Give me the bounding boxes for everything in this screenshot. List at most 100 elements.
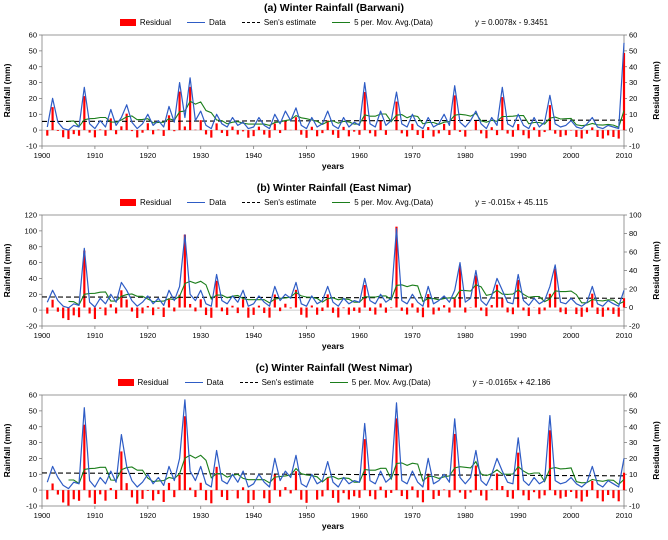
svg-text:100: 100 xyxy=(24,226,37,235)
svg-text:1960: 1960 xyxy=(351,151,368,160)
legend-item-movavg: 5 per. Mov. Avg.(Data) xyxy=(329,378,431,387)
svg-text:0: 0 xyxy=(33,126,37,135)
svg-text:0: 0 xyxy=(33,306,37,315)
svg-text:50: 50 xyxy=(29,46,37,55)
residual-bar-icon xyxy=(119,19,136,26)
svg-text:1920: 1920 xyxy=(139,151,156,160)
svg-text:Rainfall (mm): Rainfall (mm) xyxy=(2,243,12,297)
svg-text:1920: 1920 xyxy=(139,331,156,340)
svg-text:30: 30 xyxy=(29,438,37,447)
svg-text:50: 50 xyxy=(629,406,637,415)
trend-equation: y = -0.0165x + 42.186 xyxy=(472,378,551,387)
legend-label-residual: Residual xyxy=(140,198,172,207)
svg-text:1900: 1900 xyxy=(34,151,51,160)
svg-text:Rainfall (mm): Rainfall (mm) xyxy=(2,63,12,117)
svg-text:120: 120 xyxy=(24,211,37,220)
legend-label-movavg: 5 per. Mov. Avg.(Data) xyxy=(354,18,433,27)
svg-text:1910: 1910 xyxy=(87,511,104,520)
svg-text:Residual (mm): Residual (mm) xyxy=(651,61,661,120)
chart-title: (a) Winter Rainfall (Barwani) xyxy=(264,2,404,14)
svg-text:20: 20 xyxy=(629,454,637,463)
svg-text:2000: 2000 xyxy=(563,151,580,160)
legend-label-movavg: 5 per. Mov. Avg.(Data) xyxy=(354,198,434,207)
svg-text:1980: 1980 xyxy=(457,331,474,340)
chart-title: (c) Winter Rainfall (West Nimar) xyxy=(255,362,413,374)
svg-text:100: 100 xyxy=(629,211,642,220)
svg-text:10: 10 xyxy=(629,470,637,479)
legend-label-residual: Residual xyxy=(139,18,171,27)
sens-dashed-line-icon xyxy=(239,382,258,383)
svg-text:0: 0 xyxy=(33,486,37,495)
residual-bar-icon xyxy=(120,199,137,206)
svg-text:1910: 1910 xyxy=(87,151,104,160)
svg-text:2000: 2000 xyxy=(563,511,580,520)
svg-text:20: 20 xyxy=(29,290,37,299)
svg-text:1960: 1960 xyxy=(351,331,368,340)
svg-text:1970: 1970 xyxy=(404,511,421,520)
chart-section-east-nimar: (b) Winter Rainfall (East Nimar) Residua… xyxy=(0,180,668,360)
svg-text:20: 20 xyxy=(629,94,637,103)
legend-label-data: Data xyxy=(209,198,227,207)
svg-text:60: 60 xyxy=(629,31,637,40)
chart-plot-east-nimar: -20 0 20 40 60 80 100 120 -20 0 20 40 60 80 100 1900 191… xyxy=(2,211,661,351)
legend-item-residual: Residual xyxy=(120,198,171,207)
svg-text:10: 10 xyxy=(29,110,37,119)
svg-text:1960: 1960 xyxy=(351,511,368,520)
legend-label-sens: Sen's estimate xyxy=(261,378,314,387)
legend-item-sens: Sen's estimate xyxy=(242,198,316,207)
legend-item-residual: Residual xyxy=(119,18,171,27)
svg-text:1920: 1920 xyxy=(139,511,156,520)
svg-text:-20: -20 xyxy=(26,322,37,331)
svg-text:1970: 1970 xyxy=(404,331,421,340)
chart-legend: Residual Data Sen's estimate 5 per. Mov.… xyxy=(0,15,668,30)
legend-label-residual: Residual xyxy=(137,378,169,387)
svg-text:-10: -10 xyxy=(26,502,37,511)
movavg-line-icon xyxy=(332,202,351,203)
svg-text:20: 20 xyxy=(629,285,637,294)
chart-plot-barwani: -10 0 10 20 30 40 50 60 -10 0 10 20 30 40 50 60 1900 1910… xyxy=(2,31,661,171)
svg-text:1980: 1980 xyxy=(457,511,474,520)
chart-legend: Residual Data Sen's estimate 5 per. Mov.… xyxy=(0,375,668,390)
legend-label-sens: Sen's estimate xyxy=(263,18,317,27)
svg-text:2000: 2000 xyxy=(563,331,580,340)
svg-text:10: 10 xyxy=(629,110,637,119)
legend-item-residual: Residual xyxy=(117,378,169,387)
svg-text:1900: 1900 xyxy=(34,331,51,340)
data-line-icon xyxy=(186,22,205,23)
chart-title: (b) Winter Rainfall (East Nimar) xyxy=(256,182,412,194)
svg-text:0: 0 xyxy=(629,486,633,495)
svg-text:Rainfall (mm): Rainfall (mm) xyxy=(2,423,12,477)
svg-text:2010: 2010 xyxy=(616,151,633,160)
svg-text:40: 40 xyxy=(29,62,37,71)
legend-item-sens: Sen's estimate xyxy=(239,378,314,387)
svg-text:1990: 1990 xyxy=(510,511,527,520)
svg-text:1910: 1910 xyxy=(87,331,104,340)
svg-text:-10: -10 xyxy=(629,142,640,151)
svg-text:years: years xyxy=(322,521,344,531)
svg-text:1950: 1950 xyxy=(298,151,315,160)
data-line-icon xyxy=(184,382,203,383)
svg-text:30: 30 xyxy=(629,78,637,87)
svg-text:30: 30 xyxy=(29,78,37,87)
svg-text:10: 10 xyxy=(29,470,37,479)
svg-text:60: 60 xyxy=(29,31,37,40)
svg-text:years: years xyxy=(322,341,344,351)
svg-text:Residual (mm): Residual (mm) xyxy=(651,421,661,480)
svg-text:1950: 1950 xyxy=(298,331,315,340)
svg-text:1930: 1930 xyxy=(192,151,209,160)
sens-dashed-line-icon xyxy=(241,22,260,23)
legend-item-data: Data xyxy=(187,198,226,207)
svg-text:1970: 1970 xyxy=(404,151,421,160)
movavg-line-icon xyxy=(332,22,351,23)
svg-text:60: 60 xyxy=(629,248,637,257)
svg-text:years: years xyxy=(322,161,344,171)
legend-item-sens: Sen's estimate xyxy=(241,18,317,27)
legend-label-data: Data xyxy=(206,378,224,387)
svg-text:40: 40 xyxy=(29,274,37,283)
svg-text:1930: 1930 xyxy=(192,511,209,520)
svg-text:-20: -20 xyxy=(629,322,640,331)
svg-text:80: 80 xyxy=(629,229,637,238)
svg-text:1940: 1940 xyxy=(245,151,262,160)
svg-text:60: 60 xyxy=(629,391,637,400)
svg-text:1930: 1930 xyxy=(192,331,209,340)
